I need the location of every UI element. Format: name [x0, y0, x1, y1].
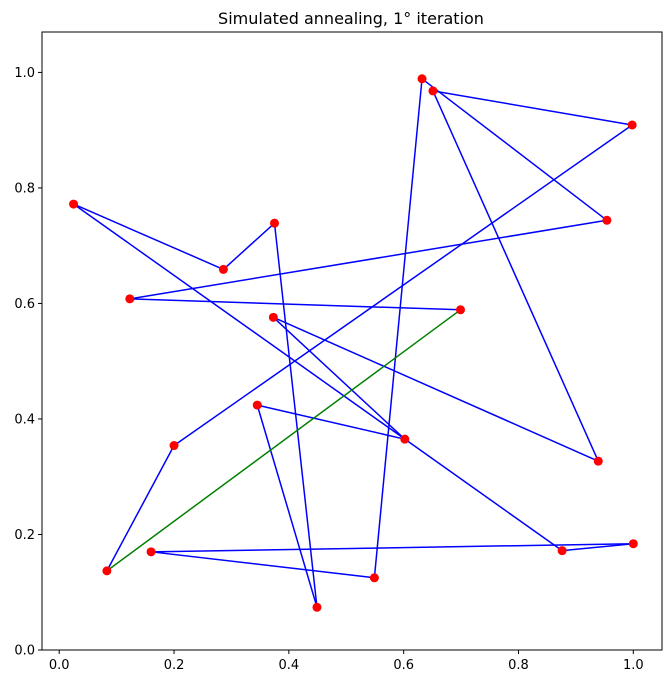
city-point	[146, 547, 156, 557]
y-tick-label: 0.4	[14, 412, 35, 427]
x-tick-label: 0.2	[164, 658, 185, 673]
city-point	[218, 264, 228, 274]
path-edge	[432, 90, 599, 462]
path-edge	[73, 203, 224, 271]
city-point	[125, 294, 135, 304]
city-point	[69, 199, 79, 209]
path-edge	[273, 223, 318, 608]
x-tick-label: 1.0	[623, 658, 644, 673]
path-edge	[373, 78, 423, 578]
path-edge	[273, 316, 599, 462]
city-point	[627, 120, 637, 130]
axes-frame	[41, 31, 663, 651]
city-point	[456, 305, 465, 315]
path-edge	[151, 542, 634, 553]
x-tick-label: 0.8	[508, 658, 529, 673]
path-edge	[272, 316, 406, 440]
city-point	[417, 74, 427, 84]
x-tick-label: 0.4	[279, 658, 300, 673]
city-point	[270, 218, 279, 228]
path-edge	[421, 78, 608, 221]
y-tick-label: 0.2	[14, 528, 35, 543]
y-axis: 0.0 0.2 0.4 0.6 0.8 1.0	[14, 66, 42, 659]
city-point	[428, 86, 438, 96]
city-point	[602, 215, 612, 225]
city-point	[369, 573, 379, 583]
path-edge	[106, 445, 175, 572]
chart-title: Simulated annealing, 1° iteration	[218, 9, 484, 28]
city-point	[268, 312, 278, 322]
city-point	[252, 400, 262, 410]
path-edge	[257, 404, 405, 440]
y-tick-label: 0.8	[14, 181, 35, 196]
path-edge	[256, 404, 318, 608]
city-point	[102, 566, 112, 576]
city-point	[557, 546, 567, 556]
path-edge	[129, 219, 608, 300]
city-point	[169, 441, 179, 451]
x-tick-label: 0.6	[393, 658, 414, 673]
path-edge	[173, 124, 633, 447]
y-tick-label: 0.0	[14, 644, 35, 659]
x-axis: 0.0 0.2 0.4 0.6 0.8 1.0	[49, 650, 644, 673]
path-edge	[562, 542, 634, 552]
closing-edge	[106, 309, 461, 572]
path-edge	[150, 551, 375, 579]
city-point	[628, 539, 638, 549]
path-edge	[129, 298, 461, 311]
y-tick-label: 0.6	[14, 297, 35, 312]
path-edge	[73, 203, 563, 552]
city-point	[312, 602, 322, 612]
plot-area	[69, 74, 638, 612]
path-edge	[222, 222, 276, 270]
x-tick-label: 0.0	[49, 658, 70, 673]
city-point	[593, 456, 603, 466]
y-tick-label: 1.0	[14, 66, 35, 81]
path-edge	[432, 90, 633, 126]
city-point	[400, 434, 410, 444]
